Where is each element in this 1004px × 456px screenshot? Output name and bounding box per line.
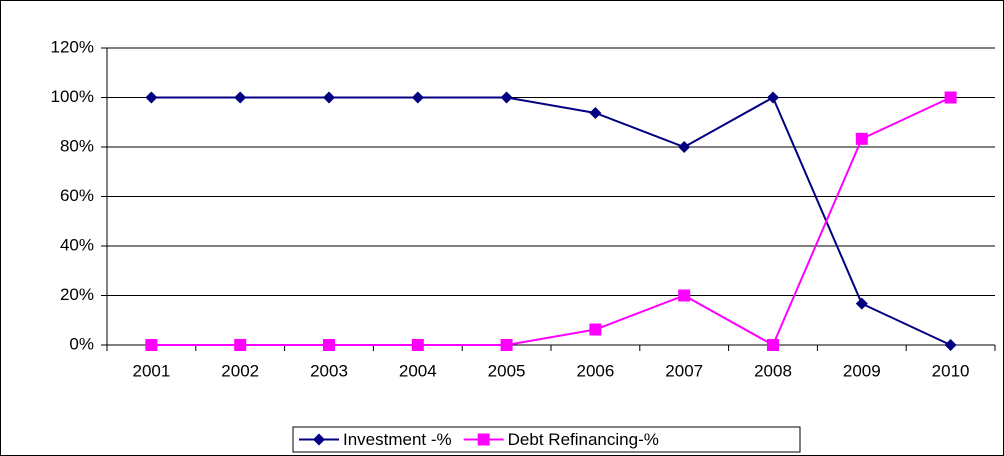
legend-marker [313, 433, 325, 446]
point [678, 289, 691, 302]
line [151, 96, 952, 346]
x-tick-label: 2006 [576, 361, 614, 380]
point [589, 106, 602, 119]
y-tick-label: 60% [60, 186, 94, 205]
x-tick-label: 2004 [399, 361, 437, 380]
x-tick-label: 2005 [488, 361, 526, 380]
point [411, 91, 424, 104]
x-tick-label: 2010 [932, 361, 970, 380]
y-tick-label: 100% [51, 87, 94, 106]
x-tick-label: 2008 [754, 361, 792, 380]
legend-label: Debt Refinancing-% [508, 430, 659, 449]
x-tick-label: 2002 [221, 361, 259, 380]
point [323, 91, 335, 104]
x-tick-label: 2003 [310, 361, 348, 380]
y-tick-label: 40% [60, 235, 94, 254]
x-tick-label: 2001 [132, 361, 170, 380]
point [767, 339, 779, 351]
point [944, 91, 957, 104]
legend-box [292, 426, 801, 453]
point [323, 339, 335, 351]
point [234, 339, 247, 351]
point [767, 91, 779, 104]
point [234, 91, 247, 104]
point [411, 339, 424, 351]
point [855, 132, 868, 145]
y-tick-label: 80% [60, 136, 94, 155]
y-tick-label: 20% [60, 285, 94, 304]
point [145, 91, 158, 104]
x-tick-label: 2007 [665, 361, 703, 380]
x-tick-label: 2009 [843, 361, 881, 380]
legend-marker [477, 433, 490, 446]
point [145, 339, 158, 351]
line [151, 96, 952, 347]
legend-label: Investment -% [343, 430, 452, 449]
point [589, 323, 602, 336]
y-tick-label: 0% [69, 334, 94, 353]
y-tick-label: 120% [51, 37, 94, 56]
point [855, 297, 868, 310]
point [944, 339, 957, 351]
point [500, 91, 513, 104]
point [500, 339, 513, 351]
point [678, 141, 691, 153]
